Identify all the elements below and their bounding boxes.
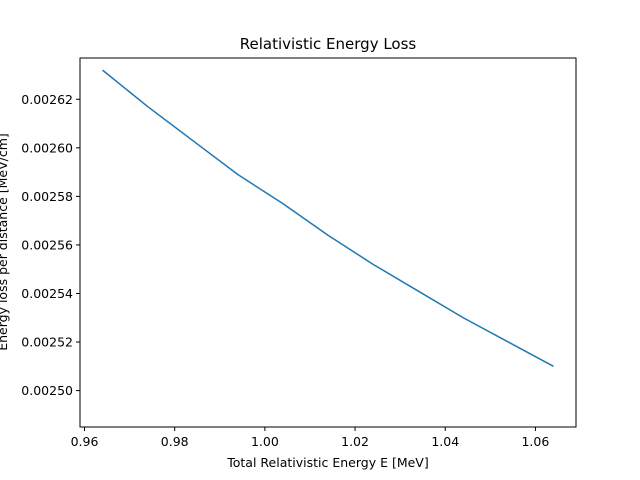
- y-tick-label: 0.00256: [21, 237, 73, 252]
- plot-frame: [79, 57, 577, 428]
- x-tick-label: 0.98: [161, 434, 189, 449]
- series-line: [102, 69, 554, 367]
- x-tick-label: 1.04: [431, 434, 459, 449]
- series-layer: [102, 69, 554, 367]
- y-tick-label: 0.00254: [21, 286, 73, 301]
- chart-title: Relativistic Energy Loss: [240, 35, 417, 53]
- x-tick-label: 1.02: [341, 434, 369, 449]
- y-tick-label: 0.00250: [21, 383, 73, 398]
- x-axis-title: Total Relativistic Energy E [MeV]: [226, 455, 428, 470]
- y-tick-label: 0.00252: [21, 335, 73, 350]
- x-axis: 0.96 0.98 1.00 1.02 1.04 1.06: [71, 427, 549, 449]
- y-tick-label: 0.00262: [21, 92, 73, 107]
- x-tick-label: 1.00: [251, 434, 279, 449]
- y-tick-label: 0.00258: [21, 189, 73, 204]
- x-tick-label: 1.06: [521, 434, 549, 449]
- y-axis-title: Energy loss per distance [MeV/cm]: [0, 133, 10, 351]
- y-tick-label: 0.00260: [21, 140, 73, 155]
- x-tick-label: 0.96: [71, 434, 99, 449]
- y-axis: 0.00250 0.00252 0.00254 0.00256 0.00258 0.002…: [21, 92, 80, 398]
